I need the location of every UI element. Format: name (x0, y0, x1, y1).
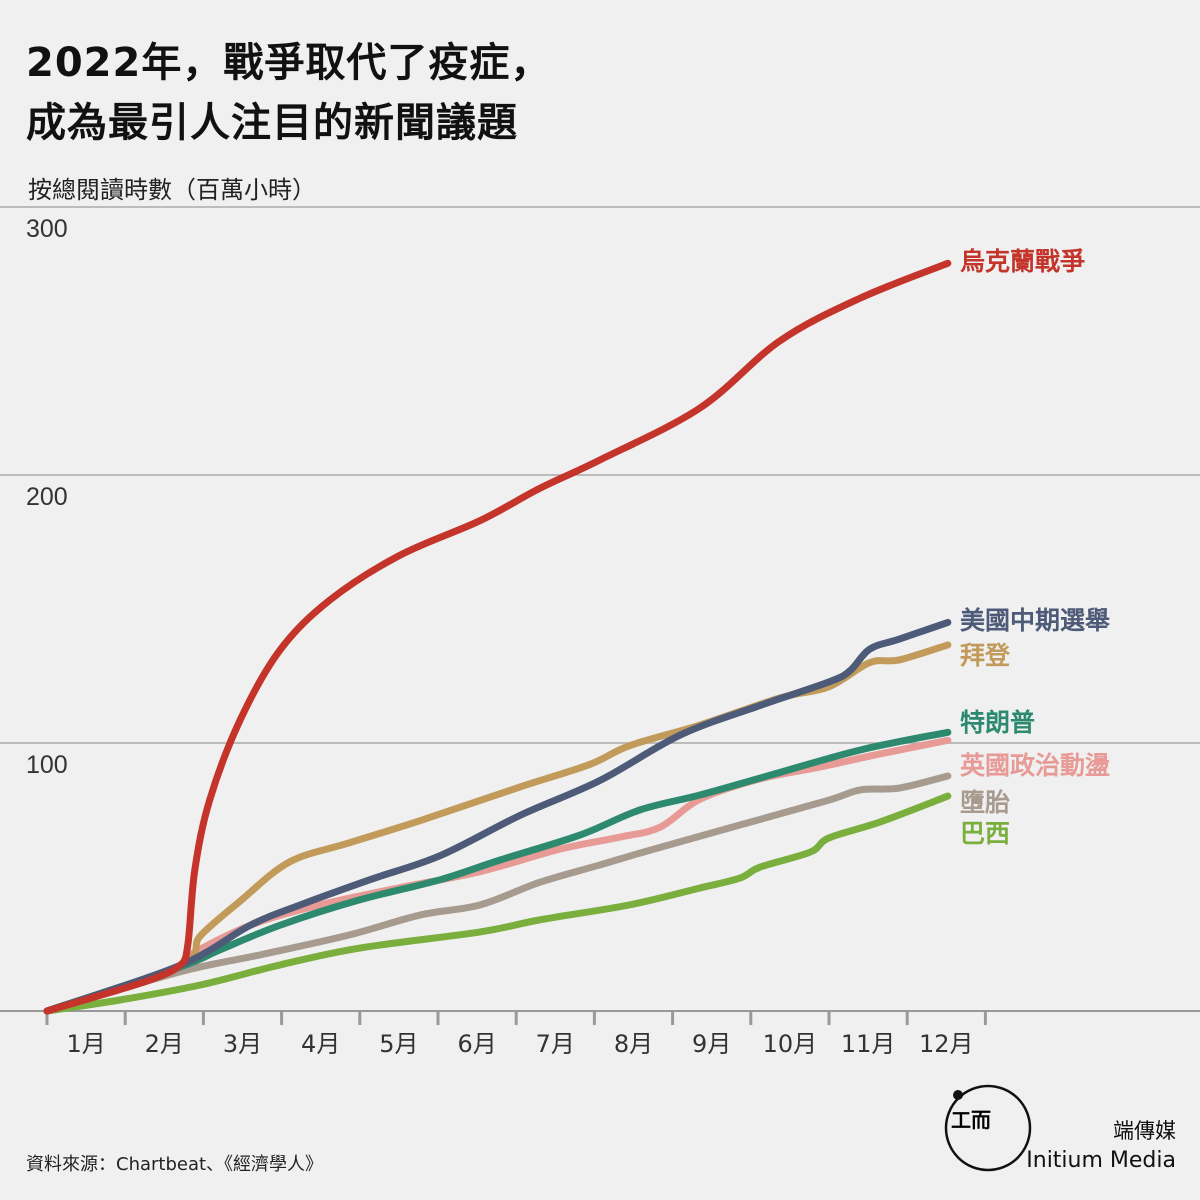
title-line-1: 2022年，戰爭取代了疫症， (26, 40, 552, 86)
series-line-墮胎 (43, 772, 952, 1015)
series-label-uk-politics: 英國政治動盪 (960, 751, 1111, 780)
x-tick-label: 6月 (457, 1030, 496, 1058)
x-tick-label: 11月 (841, 1030, 896, 1058)
series-line-烏克蘭戰爭 (43, 259, 952, 1015)
series-label-abortion: 墮胎 (960, 788, 1011, 817)
title-line-2: 成為最引人注目的新聞議題 (26, 100, 518, 146)
source-note: 資料來源：Chartbeat、《經濟學人》 (26, 1154, 324, 1175)
y-tick-label: 100 (26, 751, 68, 779)
x-tick-label: 12月 (919, 1030, 974, 1058)
y-tick-label: 200 (26, 483, 68, 511)
svg-text:工: 工 (951, 1108, 971, 1132)
y-tick-label: 300 (26, 215, 68, 243)
x-tick-label: 4月 (301, 1030, 340, 1058)
x-tick-label: 2月 (145, 1030, 184, 1058)
series-label-brazil: 巴西 (960, 819, 1011, 848)
series-line-巴西 (43, 792, 952, 1015)
brand-name-cn: 端傳媒 (1113, 1119, 1176, 1143)
brand-name-en: Initium Media (1026, 1148, 1176, 1173)
series-label-us-midterm: 美國中期選舉 (960, 606, 1111, 635)
x-tick-label: 5月 (379, 1030, 418, 1058)
series-label-trump: 特朗普 (960, 708, 1036, 737)
x-tick-label: 8月 (614, 1030, 653, 1058)
series-line-特朗普 (43, 728, 952, 1015)
x-tick-label: 9月 (692, 1030, 731, 1058)
svg-text:而: 而 (971, 1108, 991, 1132)
series-label-ukraine: 烏克蘭戰爭 (960, 247, 1086, 276)
y-axis-label: 按總閱讀時數（百萬小時） (28, 176, 316, 204)
x-tick-label: 3月 (223, 1030, 262, 1058)
series-label-biden: 拜登 (960, 641, 1011, 670)
x-tick-label: 7月 (536, 1030, 575, 1058)
series-line-美國中期選舉 (43, 618, 952, 1015)
initium-logo-icon: 工 而 (944, 1084, 1032, 1172)
x-tick-label: 10月 (763, 1030, 818, 1058)
x-tick-label: 1月 (66, 1030, 105, 1058)
